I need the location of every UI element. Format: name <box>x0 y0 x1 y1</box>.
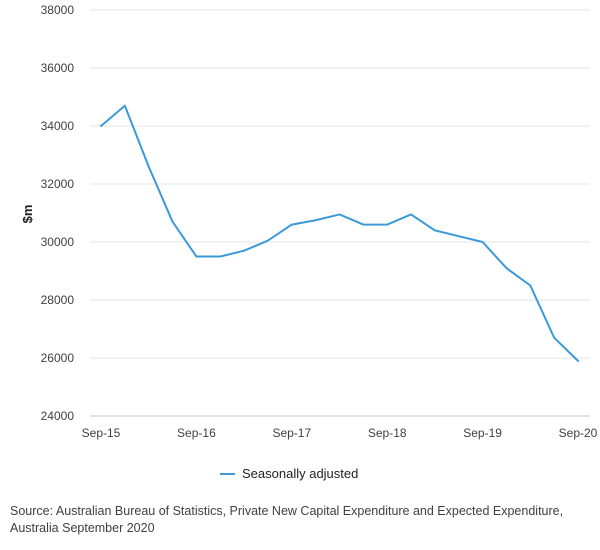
legend-swatch <box>220 472 235 475</box>
legend-label: Seasonally adjusted <box>242 466 359 481</box>
y-axis-ticks: 24000 26000 28000 30000 32000 34000 36000 38000 <box>41 3 75 423</box>
x-tick-label: Sep-18 <box>368 426 407 440</box>
gridlines <box>90 9 590 359</box>
y-tick-label: 24000 <box>41 409 75 423</box>
x-tick-label: Sep-15 <box>82 426 121 440</box>
y-tick-label: 36000 <box>41 61 75 75</box>
y-tick-label: 30000 <box>41 235 75 249</box>
y-tick-label: 28000 <box>41 293 75 307</box>
x-axis-ticks: Sep-15 Sep-16 Sep-17 Sep-18 Sep-19 Sep-20 <box>82 426 598 440</box>
x-tick-label: Sep-17 <box>272 426 311 440</box>
x-tick-label: Sep-19 <box>463 426 502 440</box>
y-tick-label: 34000 <box>41 119 75 133</box>
series-group <box>100 104 579 362</box>
line-chart: 24000 26000 28000 30000 32000 34000 36000 38000… <box>20 3 598 440</box>
y-tick-label: 32000 <box>41 177 75 191</box>
y-tick-label: 26000 <box>41 351 75 365</box>
legend: Seasonally adjusted <box>220 466 358 481</box>
y-axis-title: $m <box>20 205 35 224</box>
series-line <box>100 104 579 362</box>
source-note: Source: Australian Bureau of Statistics,… <box>10 504 564 535</box>
y-tick-label: 38000 <box>41 3 75 17</box>
x-tick-label: Sep-16 <box>177 426 216 440</box>
x-tick-label: Sep-20 <box>559 426 598 440</box>
